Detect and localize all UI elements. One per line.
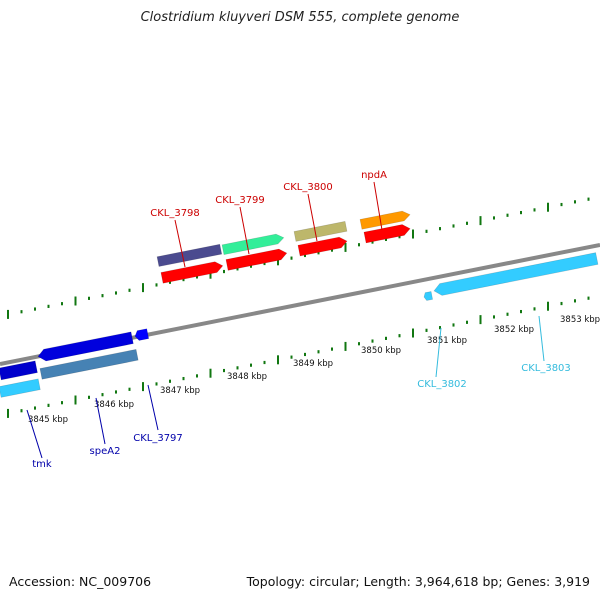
label-npda-leader [373,181,383,231]
outer-tick-track [7,197,590,319]
gene-ckl-3799 [221,233,285,255]
cds-spea2 [39,349,139,380]
label-layer: 3845 kbp 3846 kbp 3847 kbp 3848 kbp 3849 kbp… [26,170,600,470]
gene-npda [359,210,411,230]
scale-label: 3852 kbp [494,325,534,335]
gene-ckl-3803 [433,252,599,296]
genome-summary-text: Topology: circular; Length: 3,964,618 bp… [246,574,590,589]
label-npda: npdA [361,170,387,181]
accession-text: Accession: NC_009706 [9,574,152,589]
scale-label: 3845 kbp [28,415,68,425]
cds-tmk [0,378,41,398]
scale-label: 3847 kbp [160,386,200,396]
gene-ckl-3797 [134,328,150,341]
label-ckl-3800-leader [307,193,318,242]
label-ckl-3797-leader [147,384,159,431]
gene-spea2 [37,331,134,362]
label-ckl-3797: CKL_3797 [133,433,183,444]
label-ckl-3800: CKL_3800 [283,182,333,193]
map-title: Clostridium kluyveri DSM 555, complete g… [140,10,460,25]
scale-label: 3850 kbp [361,346,401,356]
label-ckl-3803-leader [538,315,545,362]
gene-tmk [0,360,38,381]
label-ckl-3798-leader [174,219,186,268]
scale-label: 3846 kbp [94,400,134,410]
gene-ckl-3798 [156,243,223,267]
label-spea2-leader [95,397,106,445]
cds-ckl-3799 [225,248,288,271]
scale-label: 3851 kbp [427,336,467,346]
label-spea2: speA2 [90,446,121,457]
inner-tick-track [7,296,590,418]
label-ckl-3802-leader [435,327,442,378]
gene-ckl-3800 [293,221,348,242]
gene-ckl-3802 [423,291,433,301]
cds-ckl-3798 [160,261,224,284]
label-ckl-3799-leader [239,206,250,255]
scale-label: 3848 kbp [227,372,267,382]
label-ckl-3802: CKL_3802 [417,379,467,390]
scale-label: 3853 kbp [560,315,600,325]
label-ckl-3799: CKL_3799 [215,195,265,206]
feature-layer [0,210,599,398]
cds-npda [363,224,411,244]
label-ckl-3803: CKL_3803 [521,363,571,374]
label-tmk-leader [26,409,43,459]
label-tmk: tmk [32,459,52,470]
cds-ckl-3800 [297,236,348,257]
label-ckl-3798: CKL_3798 [150,208,200,219]
scale-label: 3849 kbp [293,359,333,369]
